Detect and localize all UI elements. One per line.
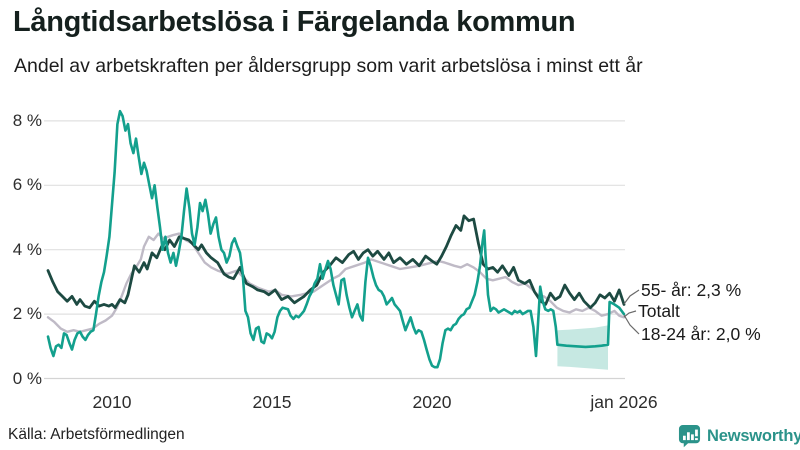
x-axis-tick-label: 2020 <box>412 392 452 412</box>
y-axis-tick-label: 8 % <box>12 110 42 130</box>
label-connector <box>623 314 640 335</box>
brand-name: Newsworthy <box>707 426 800 445</box>
series-end-label-55-r: 55- år: 2,3 % <box>641 280 742 300</box>
newsworthy-logo-icon <box>678 424 701 448</box>
chart-subtitle: Andel av arbetskraften per åldersgrupp s… <box>14 55 643 77</box>
series-line-18-24-r <box>46 109 626 369</box>
y-axis-tick-label: 4 % <box>12 239 42 259</box>
source-note: Källa: Arbetsförmedlingen <box>8 426 185 443</box>
y-axis-tick-label: 2 % <box>12 304 42 324</box>
label-connector <box>623 289 640 305</box>
page-title: Långtidsarbetslösa i Färgelanda kommun <box>13 6 576 38</box>
label-connector <box>623 310 637 318</box>
series-end-label-18-24-r: 18-24 år: 2,0 % <box>641 324 761 344</box>
x-axis-tick-label: jan 2026 <box>590 392 658 412</box>
y-axis-tick-label: 6 % <box>12 175 42 195</box>
x-axis-tick-label: 2015 <box>252 392 292 412</box>
newsworthy-logo[interactable]: Newsworthy <box>678 424 800 448</box>
series-end-label-totalt: Totalt <box>638 301 680 321</box>
x-axis-tick-label: 2010 <box>92 392 132 412</box>
y-axis-tick-label: 0 % <box>12 368 42 388</box>
